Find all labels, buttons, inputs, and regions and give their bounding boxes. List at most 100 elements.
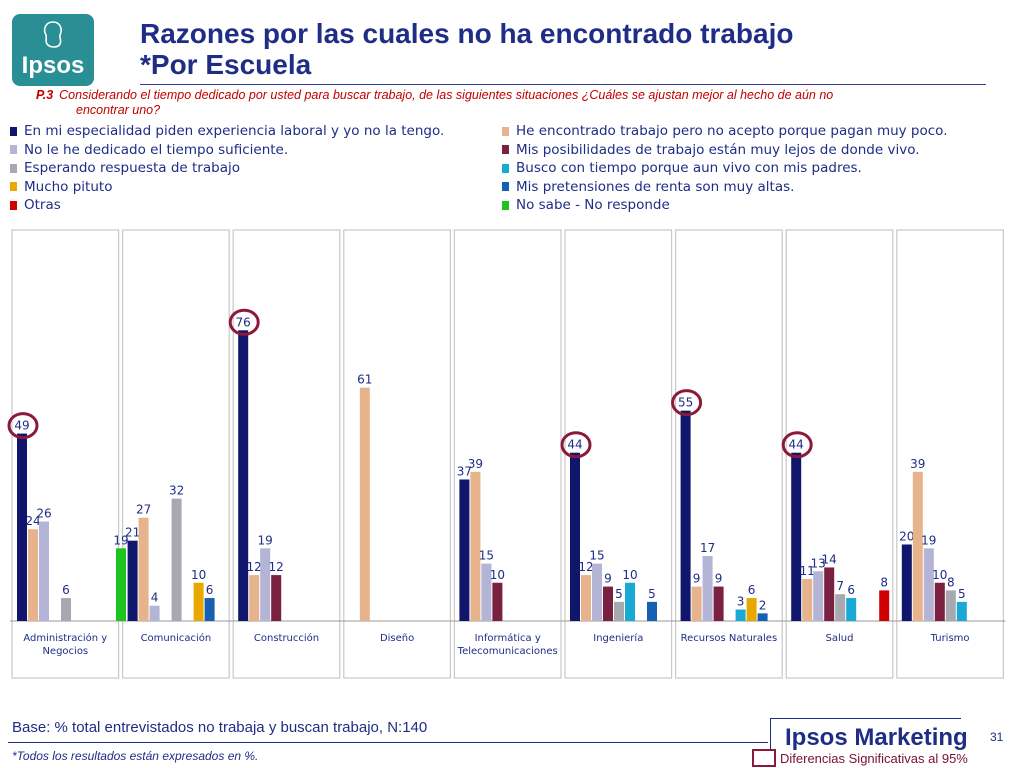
legend-label: No le he dedicado el tiempo suficiente. [24,141,289,158]
bar [956,601,967,621]
bar [260,548,271,621]
legend-item: Busco con tiempo porque aun vivo con mis… [502,159,862,177]
data-label: 12 [578,560,593,574]
bar [592,563,602,621]
significance-legend: Diferencias Significativas al 95% [752,749,968,767]
legend-swatch [502,200,509,210]
legend-item: He encontrado trabajo pero no acepto por… [502,122,948,140]
bar [492,582,503,621]
bar [625,582,635,621]
legend-swatch [10,182,17,191]
base-note: Base: % total entrevistados no trabaja y… [12,719,428,736]
data-label: 15 [479,549,494,563]
data-label: 61 [357,373,372,387]
category-label: Negocios [42,646,88,657]
legend-item: Mis posibilidades de trabajo están muy l… [502,141,920,159]
data-label: 8 [947,575,955,589]
bar [238,330,249,621]
data-label: 10 [191,568,206,582]
significance-circle [560,431,592,459]
data-label: 9 [715,572,723,586]
bar [647,601,657,621]
data-label: 5 [615,587,623,601]
data-label: 15 [589,549,604,563]
bar [127,540,138,621]
data-label: 12 [247,560,262,574]
bar [171,498,182,621]
legend-swatch [10,163,17,173]
data-label: 10 [932,568,947,582]
data-label: 4 [151,591,159,605]
data-label: 19 [258,533,273,547]
legend-item: En mi especialidad piden experiencia lab… [10,122,444,140]
bar [359,387,370,621]
significance-circle [7,412,39,440]
category-panel [453,229,562,679]
legend-item: Mis pretensiones de renta son muy altas. [502,178,794,196]
data-label: 21 [125,526,140,540]
title-line-1: Razones por las cuales no ha encontrado … [140,18,794,49]
category-label: Telecomunicaciones [457,646,558,657]
footer-rule [8,742,768,743]
bar [879,590,890,621]
data-label: 32 [169,484,184,498]
bar [791,452,802,621]
bar [249,575,260,621]
legend-swatch [502,126,509,136]
data-label: 5 [958,587,966,601]
bar [846,598,857,621]
data-label: 7 [836,579,844,593]
bar [581,575,591,621]
footnote: *Todos los resultados están expresados e… [12,749,259,763]
legend-swatch [502,182,509,191]
category-label: Ingeniería [593,632,643,644]
data-label: 5 [648,587,656,601]
bar [149,605,160,621]
bar [116,548,126,621]
data-label: 19 [921,533,936,547]
significance-circle [781,431,813,459]
data-label: 55 [678,396,693,410]
data-label: 44 [789,438,804,452]
bar [204,598,215,621]
bar [271,575,282,621]
brand-name: Ipsos Marketing [785,724,968,751]
page-number: 31 [990,730,1004,744]
bar [570,452,580,621]
data-label: 6 [62,583,70,597]
bar [459,479,470,621]
data-label: 14 [822,552,837,566]
category-label: Comunicación [141,632,212,644]
data-label: 2 [759,598,767,612]
bar [934,582,945,621]
question-number: P.3 [36,88,54,102]
data-label: 44 [567,438,582,452]
category-label: Diseño [380,633,414,644]
category-label: Turismo [930,633,970,644]
brand-frame [770,718,961,749]
data-label: 27 [136,503,151,517]
legend-label: En mi especialidad piden experiencia lab… [24,123,445,139]
legend-label: Busco con tiempo porque aun vivo con mis… [516,160,862,176]
legend-item: Mucho pituto [10,178,112,196]
bar [691,586,702,621]
bar [735,609,746,621]
data-label: 11 [800,564,815,578]
legend-swatch [502,163,509,173]
category-panel [343,229,451,679]
data-label: 10 [622,568,637,582]
bar [680,410,691,621]
significance-circle [228,308,260,336]
bar [603,586,613,621]
data-label: 13 [811,556,826,570]
logo-text: Ipsos [21,52,85,79]
data-label: 26 [36,507,51,521]
bar [757,613,768,621]
data-label: 3 [737,595,745,609]
bar [481,563,492,621]
data-label: 37 [457,464,472,478]
legend-item: No le he dedicado el tiempo suficiente. [10,141,288,159]
chart-legend: En mi especialidad piden experiencia lab… [10,122,1010,222]
question-text: P.3 Considerando el tiempo dedicado por u… [36,88,976,118]
